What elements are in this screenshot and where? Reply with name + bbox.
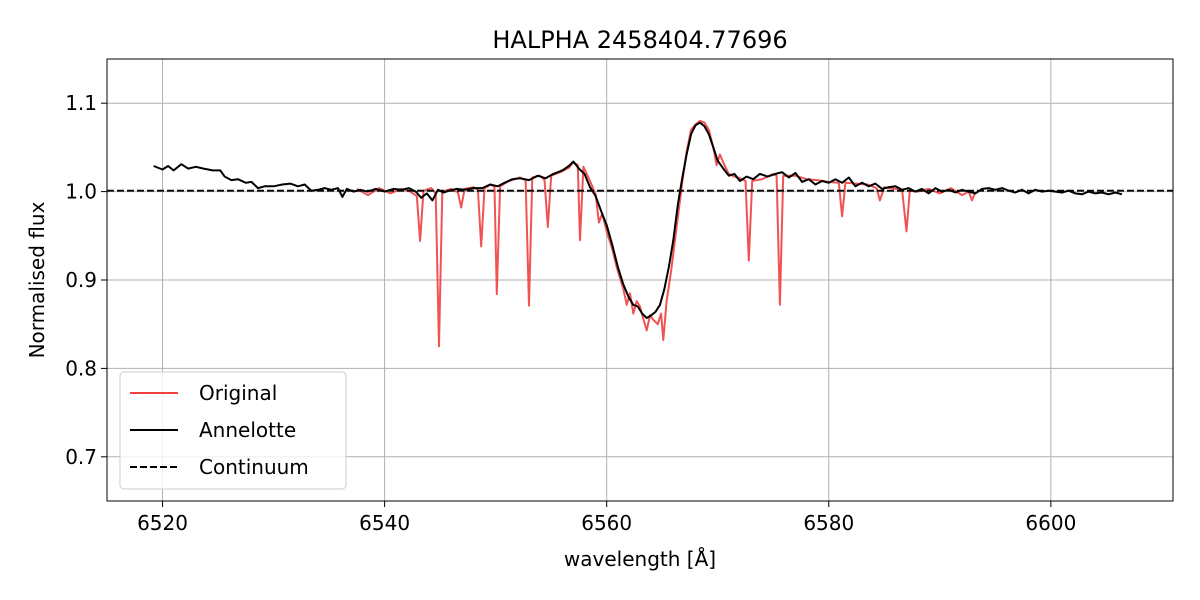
- legend-label-continuum: Continuum: [199, 455, 309, 479]
- chart-title: HALPHA 2458404.77696: [492, 26, 787, 54]
- legend-label-original: Original: [199, 381, 277, 405]
- x-tick-label: 6520: [137, 511, 188, 535]
- y-axis-title: Normalised flux: [25, 201, 49, 358]
- y-tick-label: 0.7: [65, 445, 97, 469]
- x-tick-label: 6600: [1025, 511, 1076, 535]
- legend: Original Annelotte Continuum: [119, 371, 347, 490]
- series-group: [107, 119, 1173, 348]
- series-line-annelotte: [153, 121, 1123, 319]
- tick-group: 6520 6540 6560 6580 6600 0.7 0.8 0.9 1.0 1.1: [65, 91, 1076, 535]
- y-tick-label: 1.0: [65, 180, 97, 204]
- y-tick-label: 0.8: [65, 356, 97, 380]
- legend-label-annelotte: Annelotte: [199, 418, 296, 442]
- x-tick-label: 6540: [359, 511, 410, 535]
- y-tick-label: 0.9: [65, 268, 97, 292]
- x-tick-label: 6560: [581, 511, 632, 535]
- series-line-original: [356, 119, 977, 348]
- legend-box: [119, 371, 347, 490]
- x-tick-label: 6580: [803, 511, 854, 535]
- y-tick-label: 1.1: [65, 91, 97, 115]
- x-axis-title: wavelength [Å]: [564, 547, 716, 571]
